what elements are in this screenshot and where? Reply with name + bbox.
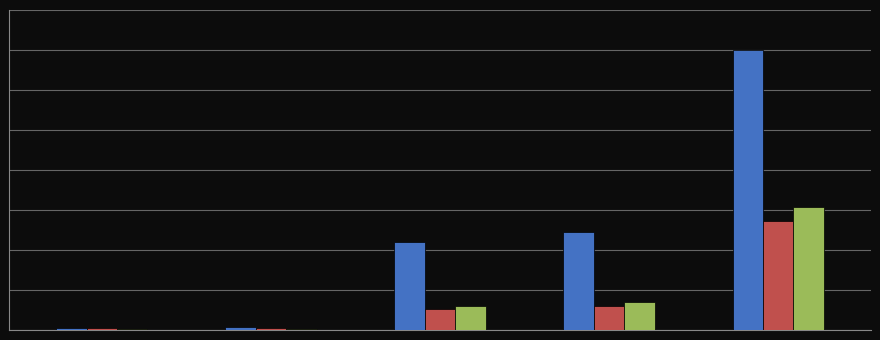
Bar (624, 302, 655, 330)
Bar (763, 221, 794, 330)
Bar (594, 306, 624, 330)
Bar (286, 328, 317, 330)
Bar (455, 306, 486, 330)
Bar (117, 329, 148, 330)
Bar (732, 50, 763, 330)
Bar (225, 327, 256, 330)
Bar (256, 328, 286, 330)
Bar (394, 242, 425, 330)
Bar (56, 328, 86, 330)
Bar (425, 309, 455, 330)
Bar (563, 232, 594, 330)
Bar (794, 207, 824, 330)
Bar (86, 328, 117, 330)
